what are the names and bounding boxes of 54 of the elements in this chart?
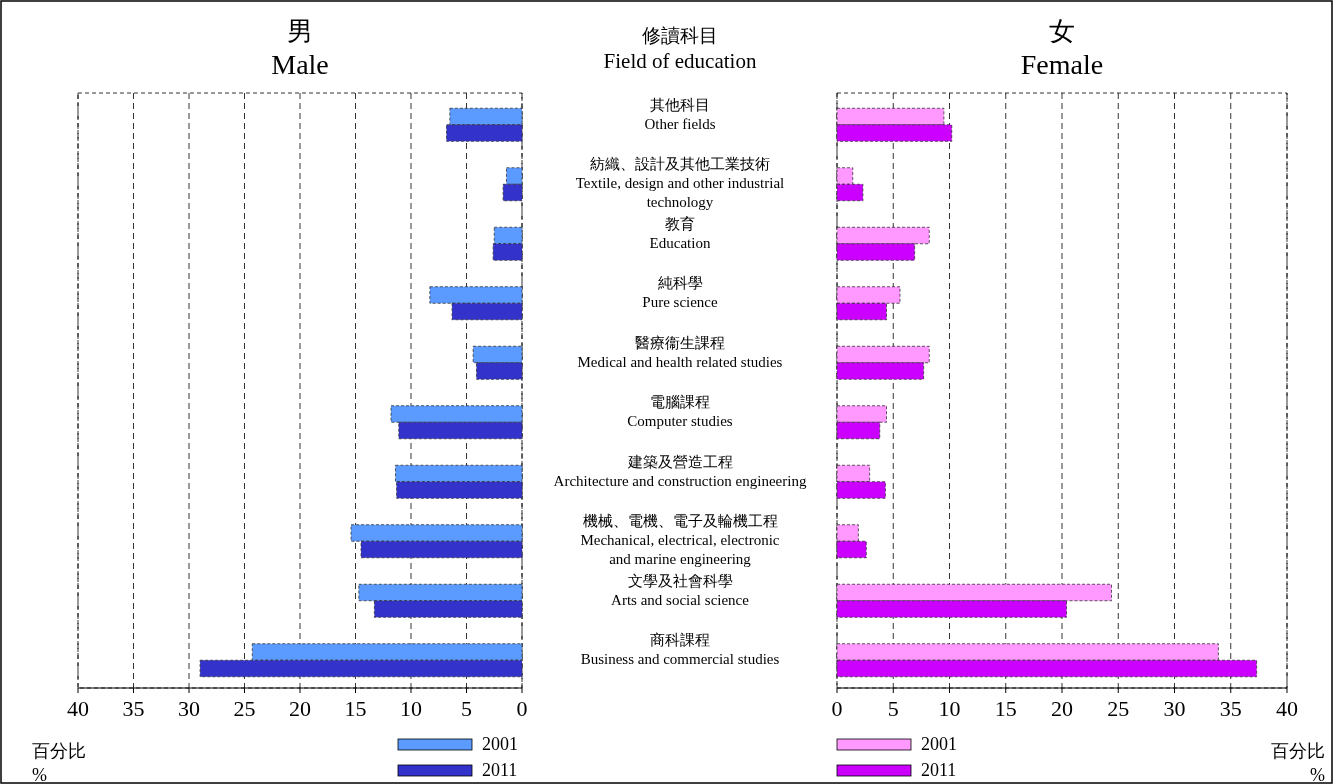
xtick: 15	[994, 696, 1017, 721]
title: 女	[1049, 17, 1075, 46]
title: 男	[287, 17, 313, 46]
xtick: 0	[516, 696, 528, 721]
legend: 2001	[921, 734, 957, 754]
category: 文學及社會科學	[627, 572, 733, 589]
xtick: 30	[1163, 696, 1186, 721]
category: 教育	[665, 215, 695, 232]
category: Education	[649, 234, 711, 251]
xtick: 40	[1276, 696, 1298, 721]
category: 醫療衞生課程	[635, 334, 725, 351]
category: Computer studies	[627, 413, 733, 430]
category: Medical and health related studies	[577, 353, 783, 370]
title: Male	[271, 49, 329, 80]
category: 商科課程	[650, 632, 710, 649]
xtick: 10	[400, 696, 422, 721]
xlabel: 百分比	[32, 741, 86, 761]
category: Other fields	[644, 115, 716, 132]
xtick: 10	[938, 696, 961, 721]
xlabel: %	[1310, 765, 1325, 784]
annotation: Field of education	[603, 49, 757, 73]
title: Female	[1020, 49, 1104, 80]
legend: 2011	[482, 760, 518, 780]
category: Pure science	[642, 294, 718, 311]
category: 機械、電機、電子及輪機工程	[582, 513, 778, 530]
xlabel: 百分比	[1271, 741, 1325, 761]
category: technology	[646, 194, 714, 211]
xtick: 15	[344, 696, 367, 721]
xtick: 5	[887, 696, 899, 721]
category: 電腦課程	[650, 394, 710, 411]
category: Arts and social science	[611, 591, 749, 608]
xtick: 35	[122, 696, 145, 721]
legend: 2011	[921, 760, 957, 780]
category: Business and commercial studies	[580, 651, 780, 668]
xtick: 20	[289, 696, 311, 721]
annotation: 修讀科目	[642, 25, 718, 46]
category: 紡織、設計及其他工業技術	[590, 156, 770, 173]
legend: 2001	[482, 734, 518, 754]
category: and marine engineering	[609, 551, 751, 568]
category: Architecture and construction engineering	[553, 472, 807, 489]
xtick: 25	[233, 696, 256, 721]
xtick: 5	[461, 696, 472, 721]
category: 其他科目	[650, 96, 710, 113]
category: 純科學	[657, 275, 703, 292]
xtick: 0	[831, 696, 843, 721]
xtick: 25	[1107, 696, 1130, 721]
xlabel: %	[32, 765, 47, 784]
xtick: 20	[1051, 696, 1073, 721]
xtick: 35	[1219, 696, 1242, 721]
category: Mechanical, electrical, electronic	[580, 532, 780, 549]
category: 建築及營造工程	[627, 453, 733, 470]
xtick: 30	[178, 696, 200, 721]
category: Textile, design and other industrial	[575, 175, 785, 192]
xtick: 40	[67, 696, 89, 721]
